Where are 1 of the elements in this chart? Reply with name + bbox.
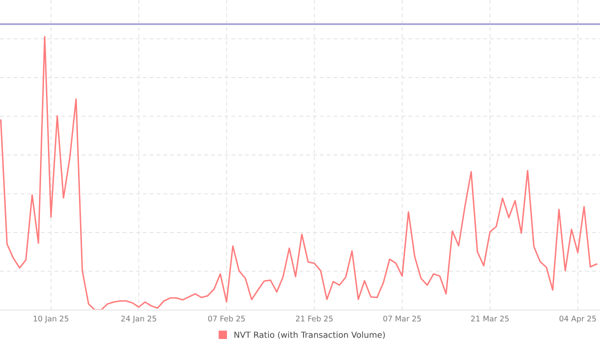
legend-label: NVT Ratio (with Transaction Volume): [234, 331, 385, 339]
